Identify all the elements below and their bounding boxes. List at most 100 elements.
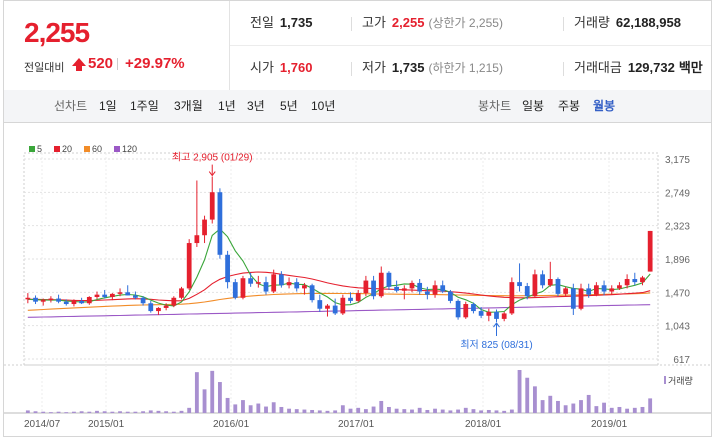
open-value: 1,760 <box>279 60 313 75</box>
prev-close-label: 전일 <box>250 15 274 30</box>
high-annotation: 최고 2,905 (01/29) <box>172 152 253 164</box>
tab-candle-chart[interactable]: 봉차트 <box>478 99 512 113</box>
candle-monthly[interactable]: 월봉 <box>593 99 616 113</box>
price-box: 2,255 전일대비 520 +29.97% <box>4 1 230 90</box>
candle-up <box>48 298 54 301</box>
candle-down <box>309 285 315 301</box>
candle-up <box>532 274 538 297</box>
candle-up <box>463 304 469 318</box>
volume-bar <box>148 410 153 413</box>
candle-up <box>509 282 515 314</box>
candle-up <box>40 300 46 302</box>
volume-bar <box>317 410 322 413</box>
volume-bar <box>264 406 268 413</box>
candle-up <box>194 235 200 244</box>
candle-down <box>417 282 423 292</box>
ma-line-ma120 <box>27 304 651 318</box>
candle-up <box>432 285 438 295</box>
range-1w[interactable]: 1주일 <box>130 99 159 113</box>
high-value: 2,255 <box>391 15 425 30</box>
volume-bar <box>494 410 499 413</box>
candle-daily[interactable]: 일봉 <box>522 99 545 113</box>
range-5y[interactable]: 5년 <box>280 99 298 113</box>
volume-bar <box>225 397 230 413</box>
lower-limit: (하한가 1,215) <box>428 61 503 75</box>
trade-amount: 거래대금 129,732 백만 <box>574 46 703 90</box>
current-price: 2,255 <box>24 17 90 48</box>
volume-bar <box>171 411 176 413</box>
volume-bar <box>648 398 653 413</box>
volume-bar <box>187 407 192 413</box>
legend-label-ma20: 20 <box>62 144 72 154</box>
volume-bar <box>548 395 553 413</box>
volume-bar <box>556 400 560 413</box>
candle-down <box>524 286 530 297</box>
candle-down <box>217 192 223 255</box>
volume-bar <box>509 409 514 413</box>
x-tick-label: 2018/01 <box>465 419 502 430</box>
prev-close: 전일 1,735 <box>250 1 312 45</box>
volume-bar <box>425 409 430 413</box>
volume-bar <box>202 389 207 413</box>
volume-bar <box>517 370 522 413</box>
volume-bar <box>125 411 130 413</box>
high-price: 고가 2,255 (상한가 2,255) <box>362 1 503 45</box>
volume-bar <box>95 410 99 413</box>
candle-up <box>240 278 246 298</box>
legend-label-ma120: 120 <box>122 144 137 154</box>
volume-bar <box>233 404 238 413</box>
legend-swatch-ma20 <box>54 146 60 152</box>
volume-bar <box>72 411 76 413</box>
volume-bar <box>56 411 61 413</box>
volume-bar <box>371 406 376 413</box>
x-tick-label: 2016/01 <box>213 419 250 430</box>
candle-up <box>94 294 100 297</box>
amount-label: 거래대금 <box>574 60 622 75</box>
candle-up <box>156 307 161 312</box>
candle-weekly[interactable]: 주봉 <box>558 99 581 113</box>
volume-bar <box>271 402 276 413</box>
candle-down <box>317 300 323 309</box>
range-1d[interactable]: 1일 <box>99 99 117 113</box>
candle-up <box>186 243 192 289</box>
candle-down <box>632 279 638 283</box>
volume-bar <box>25 410 30 413</box>
volume-bar <box>141 411 146 413</box>
volume-bar <box>241 400 245 413</box>
low-annotation: 최저 825 (08/31) <box>460 339 532 351</box>
volume-bar <box>525 377 530 413</box>
candle-up <box>563 288 569 294</box>
range-10y[interactable]: 10년 <box>311 99 336 113</box>
candle-up <box>117 292 123 294</box>
volume-bar <box>417 407 422 413</box>
volume-bar <box>410 409 414 413</box>
open-price: 시가 1,760 <box>250 46 312 90</box>
candle-up <box>255 282 261 284</box>
upper-limit: (상한가 2,255) <box>428 16 503 30</box>
divider <box>351 17 352 31</box>
volume-bar <box>110 411 115 413</box>
candle-down <box>294 282 300 289</box>
range-3y[interactable]: 3년 <box>247 99 265 113</box>
volume-bar <box>502 410 507 413</box>
ma-line-ma60 <box>27 292 651 311</box>
x-tick-label: 2015/01 <box>88 419 125 430</box>
low-label: 저가 <box>362 60 386 75</box>
candle-up <box>71 300 77 305</box>
volume-bar <box>540 400 545 413</box>
candle-up <box>578 288 584 309</box>
y-tick-label: 617 <box>673 355 690 366</box>
y-tick-label: 3,175 <box>665 155 690 166</box>
range-3m[interactable]: 3개월 <box>174 99 203 113</box>
divider <box>563 17 564 31</box>
candle-down <box>263 282 269 292</box>
range-1y[interactable]: 1년 <box>218 99 236 113</box>
x-tick-label: 2014/07 <box>24 419 61 430</box>
y-tick-label: 1,896 <box>665 255 690 266</box>
low-value: 1,735 <box>391 60 425 75</box>
plot-area: 3,175 2,749 2,323 1,896 1,470 1,043 617 2014/07… <box>4 152 711 430</box>
volume-bar <box>164 411 169 413</box>
candle-up <box>109 293 115 297</box>
stock-widget: 2,255 전일대비 520 +29.97% 전일 1,735 고가 2,255 (상… <box>3 0 712 437</box>
tab-line-chart[interactable]: 선차트 <box>54 99 88 113</box>
